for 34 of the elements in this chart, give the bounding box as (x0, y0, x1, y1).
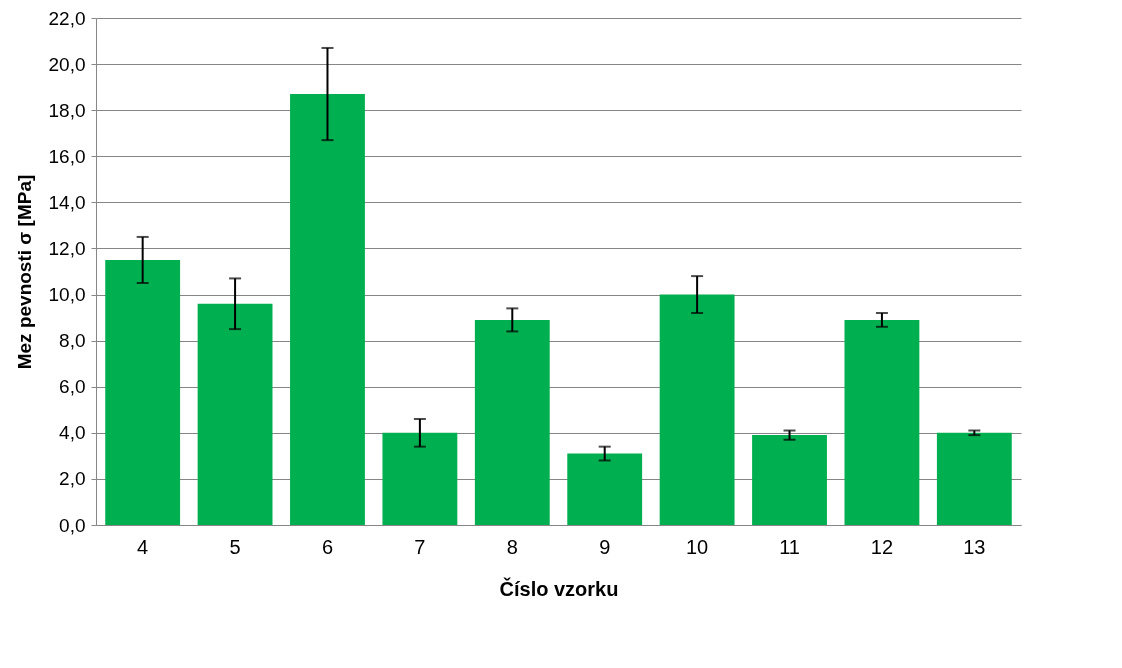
y-tick-label: 18,0 (48, 99, 86, 121)
bar (752, 435, 827, 525)
y-tick-label: 22,0 (48, 7, 86, 29)
bar (936, 432, 1012, 525)
x-tick-label: 12 (870, 535, 894, 558)
y-tick-label: 8,0 (59, 330, 86, 352)
bar (567, 453, 643, 525)
x-tick-label: 7 (414, 535, 426, 558)
x-tick-label: 9 (599, 535, 611, 558)
y-tick-label: 2,0 (59, 468, 86, 490)
x-axis-title: Číslo vzorku (499, 576, 619, 600)
x-tick-label: 11 (779, 535, 800, 558)
y-tick-label: 6,0 (59, 376, 86, 398)
y-tick-label: 12,0 (48, 237, 86, 259)
y-axis-title: Mez pevnosti σ [MPa] (13, 174, 35, 370)
y-tick-label: 16,0 (48, 145, 86, 167)
bar (474, 319, 550, 525)
bar (659, 294, 735, 525)
y-tick-label: 4,0 (59, 422, 86, 444)
y-tick-label: 0,0 (59, 514, 86, 536)
x-tick-label: 8 (506, 535, 518, 558)
x-tick-label: 5 (229, 535, 241, 558)
bar (197, 303, 273, 525)
x-tick-label: 6 (321, 535, 334, 558)
bar (105, 259, 181, 525)
y-tick-label: 10,0 (48, 284, 86, 306)
bar (844, 319, 920, 525)
x-tick-label: 13 (963, 535, 986, 558)
x-tick-label: 4 (137, 535, 149, 558)
x-tick-label: 10 (685, 535, 709, 558)
y-tick-label: 20,0 (48, 53, 86, 75)
bar (290, 94, 365, 525)
bar (382, 432, 458, 525)
y-tick-label: 14,0 (48, 191, 86, 213)
